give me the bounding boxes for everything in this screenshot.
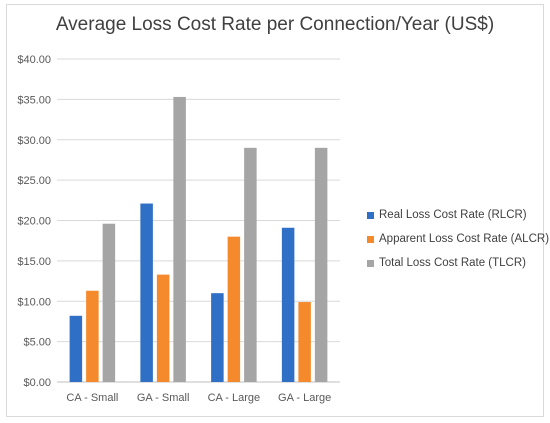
y-tick-label: $25.00 [17, 175, 51, 187]
legend-swatch-rlcr [367, 211, 374, 219]
x-tick-label: CA - Small [66, 392, 118, 404]
y-tick-label: $35.00 [17, 94, 51, 106]
bar-tlcr [244, 147, 257, 382]
legend-label-alcr: Apparent Loss Cost Rate (ALCR) [379, 233, 550, 245]
legend-label-tlcr: Total Loss Cost Rate (TLCR) [379, 257, 526, 269]
bar-tlcr [102, 223, 116, 382]
bar-alcr [298, 302, 311, 382]
bar-rlcr [281, 227, 295, 382]
legend-swatch-alcr [367, 235, 374, 243]
bar-alcr [156, 274, 170, 382]
y-tick-label: $5.00 [23, 337, 51, 349]
chart-legend: Real Loss Cost Rate (RLCR) Apparent Loss… [367, 203, 549, 275]
chart-title: Average Loss Cost Rate per Connection/Ye… [55, 14, 495, 35]
bar-alcr [86, 290, 99, 382]
legend-swatch-tlcr [367, 259, 374, 267]
legend-label-rlcr: Real Loss Cost Rate (RLCR) [379, 209, 527, 221]
legend-item-alcr: Apparent Loss Cost Rate (ALCR) [367, 227, 549, 251]
y-tick-label: $30.00 [17, 135, 51, 147]
legend-item-rlcr: Real Loss Cost Rate (RLCR) [367, 203, 549, 227]
x-tick-label: GA - Large [278, 392, 331, 404]
y-tick-label: $0.00 [23, 377, 51, 389]
bar-tlcr [173, 96, 186, 382]
y-tick-label: $15.00 [17, 256, 51, 268]
bar-rlcr [211, 293, 224, 382]
x-tick-label: CA - Large [208, 392, 261, 404]
y-tick-label: $20.00 [17, 216, 51, 228]
bar-rlcr [69, 315, 83, 382]
y-tick-label: $10.00 [17, 296, 51, 308]
legend-item-tlcr: Total Loss Cost Rate (TLCR) [367, 251, 549, 275]
bar-rlcr [140, 203, 153, 382]
x-tick-label: GA - Small [137, 392, 190, 404]
y-tick-label: $40.00 [17, 54, 51, 66]
bar-alcr [227, 236, 241, 382]
bar-tlcr [314, 147, 328, 382]
